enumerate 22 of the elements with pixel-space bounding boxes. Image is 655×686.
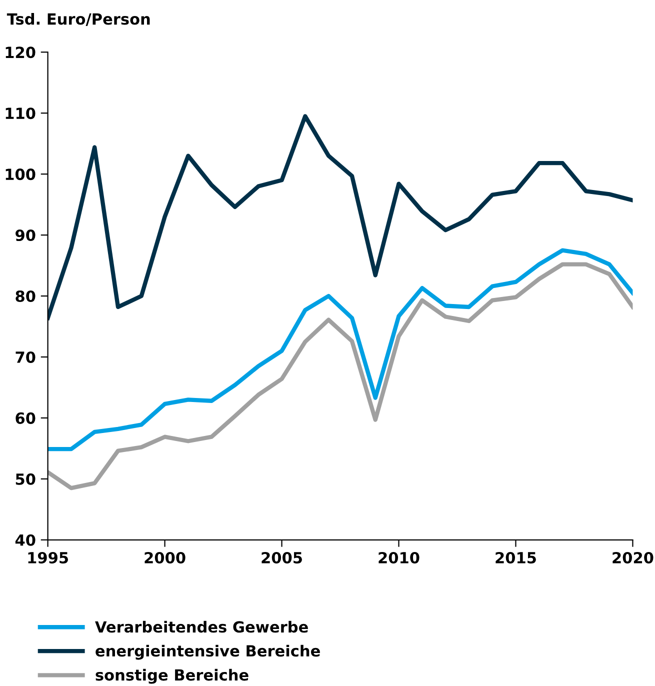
x-tick-label: 2020 — [612, 552, 654, 564]
y-tick-label: 120 — [6, 46, 36, 58]
legend-label: energieintensive Bereiche — [96, 644, 320, 660]
x-tick-label: 2000 — [144, 552, 186, 564]
x-tick-label: 2015 — [496, 552, 536, 564]
y-tick-label: 90 — [16, 230, 36, 242]
line-series — [48, 262, 633, 490]
y-tick-label: 100 — [6, 168, 36, 180]
y-tick-label: 60 — [16, 412, 36, 424]
y-tick-label: 40 — [15, 534, 36, 546]
x-tick-label: 1995 — [28, 552, 68, 564]
legend-label: Verarbeitendes Gewerbe — [95, 620, 308, 633]
legend-label: sonstige Bereiche — [96, 668, 248, 684]
y-tick-label: 70 — [16, 351, 36, 363]
line-series — [48, 114, 633, 320]
y-tick-label: 50 — [16, 473, 36, 485]
y-axis-title: Tsd. Euro/Person — [6, 12, 150, 26]
y-tick-label: 80 — [16, 290, 36, 302]
x-tick-label: 2010 — [378, 552, 420, 564]
y-tick-label: 110 — [6, 108, 36, 120]
x-tick-label: 2005 — [262, 552, 302, 564]
line-series — [48, 248, 633, 452]
